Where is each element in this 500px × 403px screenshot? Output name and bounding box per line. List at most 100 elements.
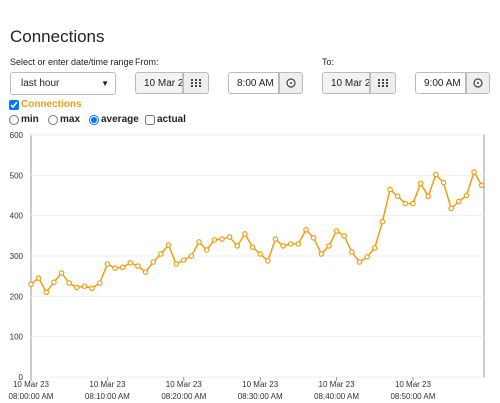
to-date-value: 10 Mar 2 [331,77,370,89]
data-point [158,251,164,257]
to-time[interactable]: 9:00 AM [415,72,466,94]
data-point [287,241,294,247]
mode-option[interactable]: min [9,114,39,125]
clock-icon [286,78,296,88]
data-point [135,263,141,269]
x-tick-time: 08:10:00 AM [85,392,130,401]
calendar-icon [378,79,388,87]
x-tick-date: 10 Mar 23 [319,380,356,389]
series-toggle[interactable]: Connections [9,99,82,110]
data-point [226,234,233,240]
mode-label: max [60,114,81,125]
x-tick-date: 10 Mar 23 [13,380,50,389]
data-point [448,205,454,212]
mode-option[interactable]: average [89,114,139,125]
mode-radio[interactable] [9,114,19,125]
dropdown-arrow: ▼ [101,79,109,88]
from-time[interactable]: 8:00 AM [228,72,279,94]
mode-radio[interactable] [48,114,58,125]
data-point [280,243,286,249]
mode-option[interactable]: max [48,114,80,125]
series-checkbox[interactable] [9,99,19,110]
mode-option[interactable]: actual [145,114,186,125]
data-point [333,228,340,234]
data-point [463,192,470,199]
range-label: Select or enter date/time range [10,57,134,67]
y-tick-label: 200 [10,292,24,301]
mode-label: actual [157,114,186,125]
data-point [66,280,72,286]
data-point [379,218,386,225]
y-tick-label: 500 [10,171,24,180]
data-point [58,270,65,276]
y-tick-label: 400 [10,212,24,221]
data-point [394,193,401,200]
data-point [295,241,302,247]
data-point [341,233,348,239]
range-select[interactable]: last hour ▼ [10,72,116,95]
data-point [318,251,325,257]
data-point [310,235,317,241]
data-point [364,254,370,260]
y-tick-label: 0 [19,373,24,382]
to-time-value: 9:00 AM [424,77,461,89]
page-title: Connections [10,27,105,46]
data-point [35,275,42,281]
x-tick-time: 08:20:00 AM [161,392,206,401]
y-tick-label: 300 [10,252,24,261]
data-point [211,237,218,243]
data-point [96,280,103,286]
data-point [81,283,88,290]
data-point [242,231,248,237]
data-point [112,265,118,271]
from-time-value: 8:00 AM [237,77,274,89]
x-tick-time: 08:30:00 AM [238,392,283,401]
x-tick-time: 08:50:00 AM [390,392,435,401]
data-point [349,249,355,255]
x-tick-date: 10 Mar 23 [89,380,126,389]
clock-button[interactable] [466,72,490,94]
to-label: To: [322,57,335,67]
data-point [150,259,157,265]
data-point [188,253,195,259]
data-point [272,236,279,242]
data-point [356,259,363,265]
data-point [455,198,462,205]
clock-button[interactable] [279,72,303,94]
calendar-icon [191,79,201,87]
from-date[interactable]: 10 Mar 2 [135,72,183,94]
x-tick-time: 08:40:00 AM [314,392,359,401]
data-point [234,243,241,249]
data-point [119,264,126,271]
data-point [265,258,271,264]
data-point [478,182,485,189]
calendar-button[interactable] [183,72,209,94]
from-date-value: 10 Mar 2 [144,77,183,89]
data-point [28,281,34,288]
mode-label: min [21,114,39,125]
data-point [219,236,225,242]
data-point [89,285,95,292]
range-value: last hour [21,78,60,89]
mode-checkbox[interactable] [145,114,155,125]
series-label: Connections [21,99,82,110]
data-point [196,239,202,245]
y-tick-label: 100 [10,333,24,342]
x-tick-date: 10 Mar 23 [395,380,432,389]
data-point [257,251,263,257]
data-point [74,284,80,291]
data-point [371,245,378,251]
x-tick-date: 10 Mar 23 [242,380,279,389]
to-date[interactable]: 10 Mar 2 [322,72,370,94]
data-point [51,279,57,286]
from-label: From: [135,57,159,67]
calendar-button[interactable] [370,72,396,94]
mode-radio[interactable] [89,114,99,125]
data-point [326,243,332,249]
data-point [43,289,50,296]
data-point [180,257,187,263]
data-point [417,180,424,187]
data-point [440,179,447,186]
data-point [249,244,256,250]
